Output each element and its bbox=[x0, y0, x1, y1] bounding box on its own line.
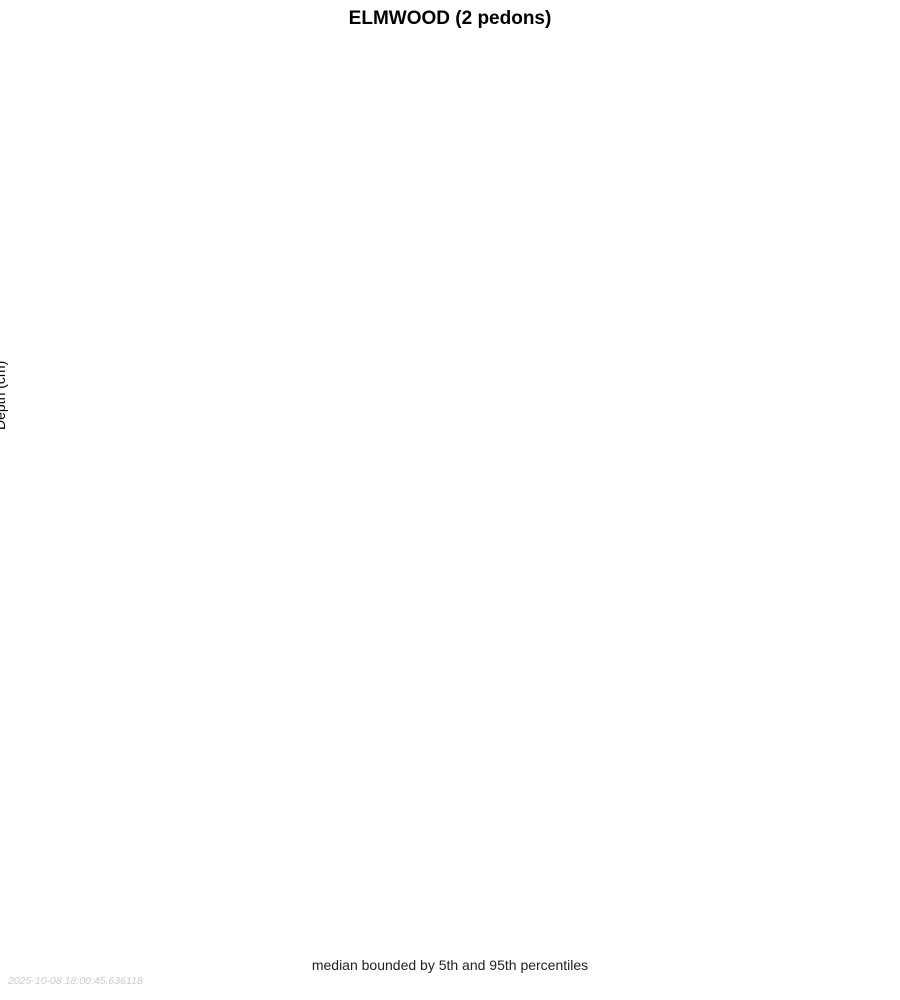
depth-axis-label: Depth (cm) bbox=[0, 361, 8, 430]
chart-title: ELMWOOD (2 pedons) bbox=[0, 0, 900, 30]
footer-caption: median bounded by 5th and 95th percentil… bbox=[0, 957, 900, 973]
timestamp-label: 2025-10-08 18:00:45.636118 bbox=[8, 975, 143, 987]
page-root: ELMWOOD (2 pedons) Depth (cm) median bou… bbox=[0, 0, 900, 1000]
